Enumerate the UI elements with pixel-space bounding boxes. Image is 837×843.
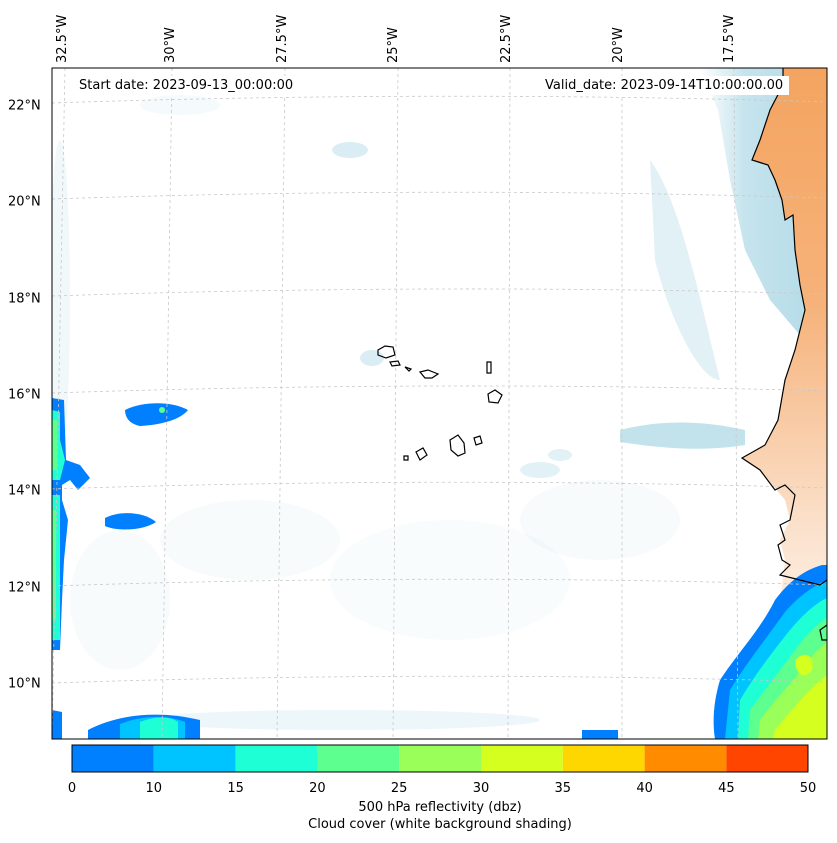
colorbar-subtitle: Cloud cover (white background shading) [308, 817, 572, 832]
colorbar-segment [726, 745, 808, 772]
colorbar-tick-label: 10 [145, 781, 163, 796]
valid-date-label: Valid_date: 2023-09-14T10:00:00.00 [539, 76, 790, 95]
colorbar-segment [399, 745, 481, 772]
coastline-africa [740, 68, 827, 641]
lat-label: 20°N [8, 194, 41, 210]
colorbar-tick-label: 35 [554, 781, 572, 796]
reflectivity-patches [52, 398, 827, 739]
colorbar [71, 744, 809, 773]
lon-label: 20°W [611, 27, 626, 63]
lat-label: 14°N [8, 483, 41, 499]
cabo-verde-islands [377, 345, 503, 461]
colorbar-segment [481, 745, 563, 772]
graticule [52, 68, 827, 739]
colorbar-tick-label: 25 [390, 781, 408, 796]
lat-label: 10°N [8, 676, 41, 692]
west-africa-land [742, 68, 827, 739]
cloud-cover-shading [52, 68, 827, 730]
map-area [52, 68, 827, 739]
lat-label: 18°N [8, 291, 41, 307]
lat-label: 12°N [8, 580, 41, 596]
map-frame [51, 67, 828, 740]
colorbar-tick-label: 50 [799, 781, 817, 796]
colorbar-segment [72, 745, 154, 772]
colorbar-segment [317, 745, 400, 772]
lon-label: 25°W [386, 27, 401, 63]
colorbar-tick-label: 0 [67, 781, 77, 796]
start-date-label: Start date: 2023-09-13_00:00:00 [73, 76, 300, 95]
lon-label: 32.5°W [55, 14, 70, 63]
colorbar-tick-label: 20 [309, 781, 326, 796]
colorbar-tick-label: 45 [718, 781, 735, 796]
colorbar-segment [153, 745, 236, 772]
colorbar-tick-label: 15 [227, 781, 244, 796]
colorbar-segment [562, 745, 645, 772]
lon-label: 27.5°W [275, 14, 290, 63]
colorbar-segment [644, 745, 727, 772]
lon-label: 17.5°W [722, 14, 737, 63]
lon-label: 30°W [163, 27, 178, 63]
lat-label: 16°N [8, 387, 41, 403]
colorbar-title: 500 hPa reflectivity (dbz) [358, 800, 522, 815]
colorbar-segment [235, 745, 318, 772]
colorbar-tick-label: 40 [636, 781, 653, 796]
lat-label: 22°N [8, 98, 41, 114]
lon-label: 22.5°W [499, 14, 514, 63]
colorbar-tick-label: 30 [472, 781, 490, 796]
